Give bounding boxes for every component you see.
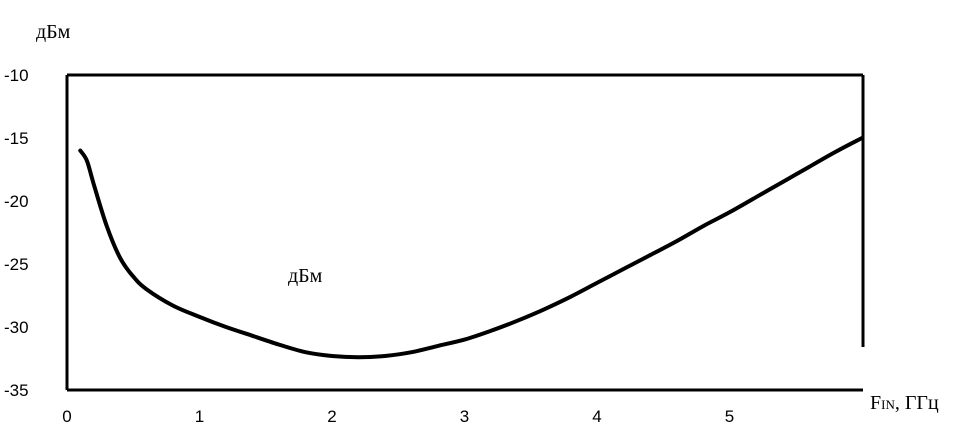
- x-tick-label: 0: [62, 407, 71, 426]
- x-axis-label: FIN, ГГц: [870, 392, 939, 414]
- x-tick-label: 4: [592, 407, 601, 426]
- y-tick-label: -10: [4, 66, 29, 85]
- x-tick-label: 5: [725, 407, 734, 426]
- x-axis-label-unit: , ГГц: [895, 392, 939, 414]
- y-tick-label: -20: [4, 192, 29, 211]
- y-tick-label: -35: [4, 381, 29, 400]
- x-tick-label: 1: [195, 407, 204, 426]
- x-axis-label-main: F: [870, 392, 881, 414]
- y-tick-label: -25: [4, 255, 29, 274]
- x-tick-labels: 0 1 2 3 4 5: [62, 407, 734, 426]
- series-line: [78, 136, 864, 360]
- y-axis-label: дБм: [36, 21, 71, 43]
- y-tick-labels: -10 -15 -20 -25 -30 -35: [4, 66, 29, 400]
- x-tick-label: 3: [460, 407, 469, 426]
- y-tick-label: -30: [4, 318, 29, 337]
- series-label: дБм: [288, 265, 323, 287]
- x-tick-label: 2: [327, 407, 336, 426]
- plot-frame: [65, 73, 865, 392]
- x-axis-label-subscript: IN: [881, 397, 895, 412]
- y-tick-label: -15: [4, 129, 29, 148]
